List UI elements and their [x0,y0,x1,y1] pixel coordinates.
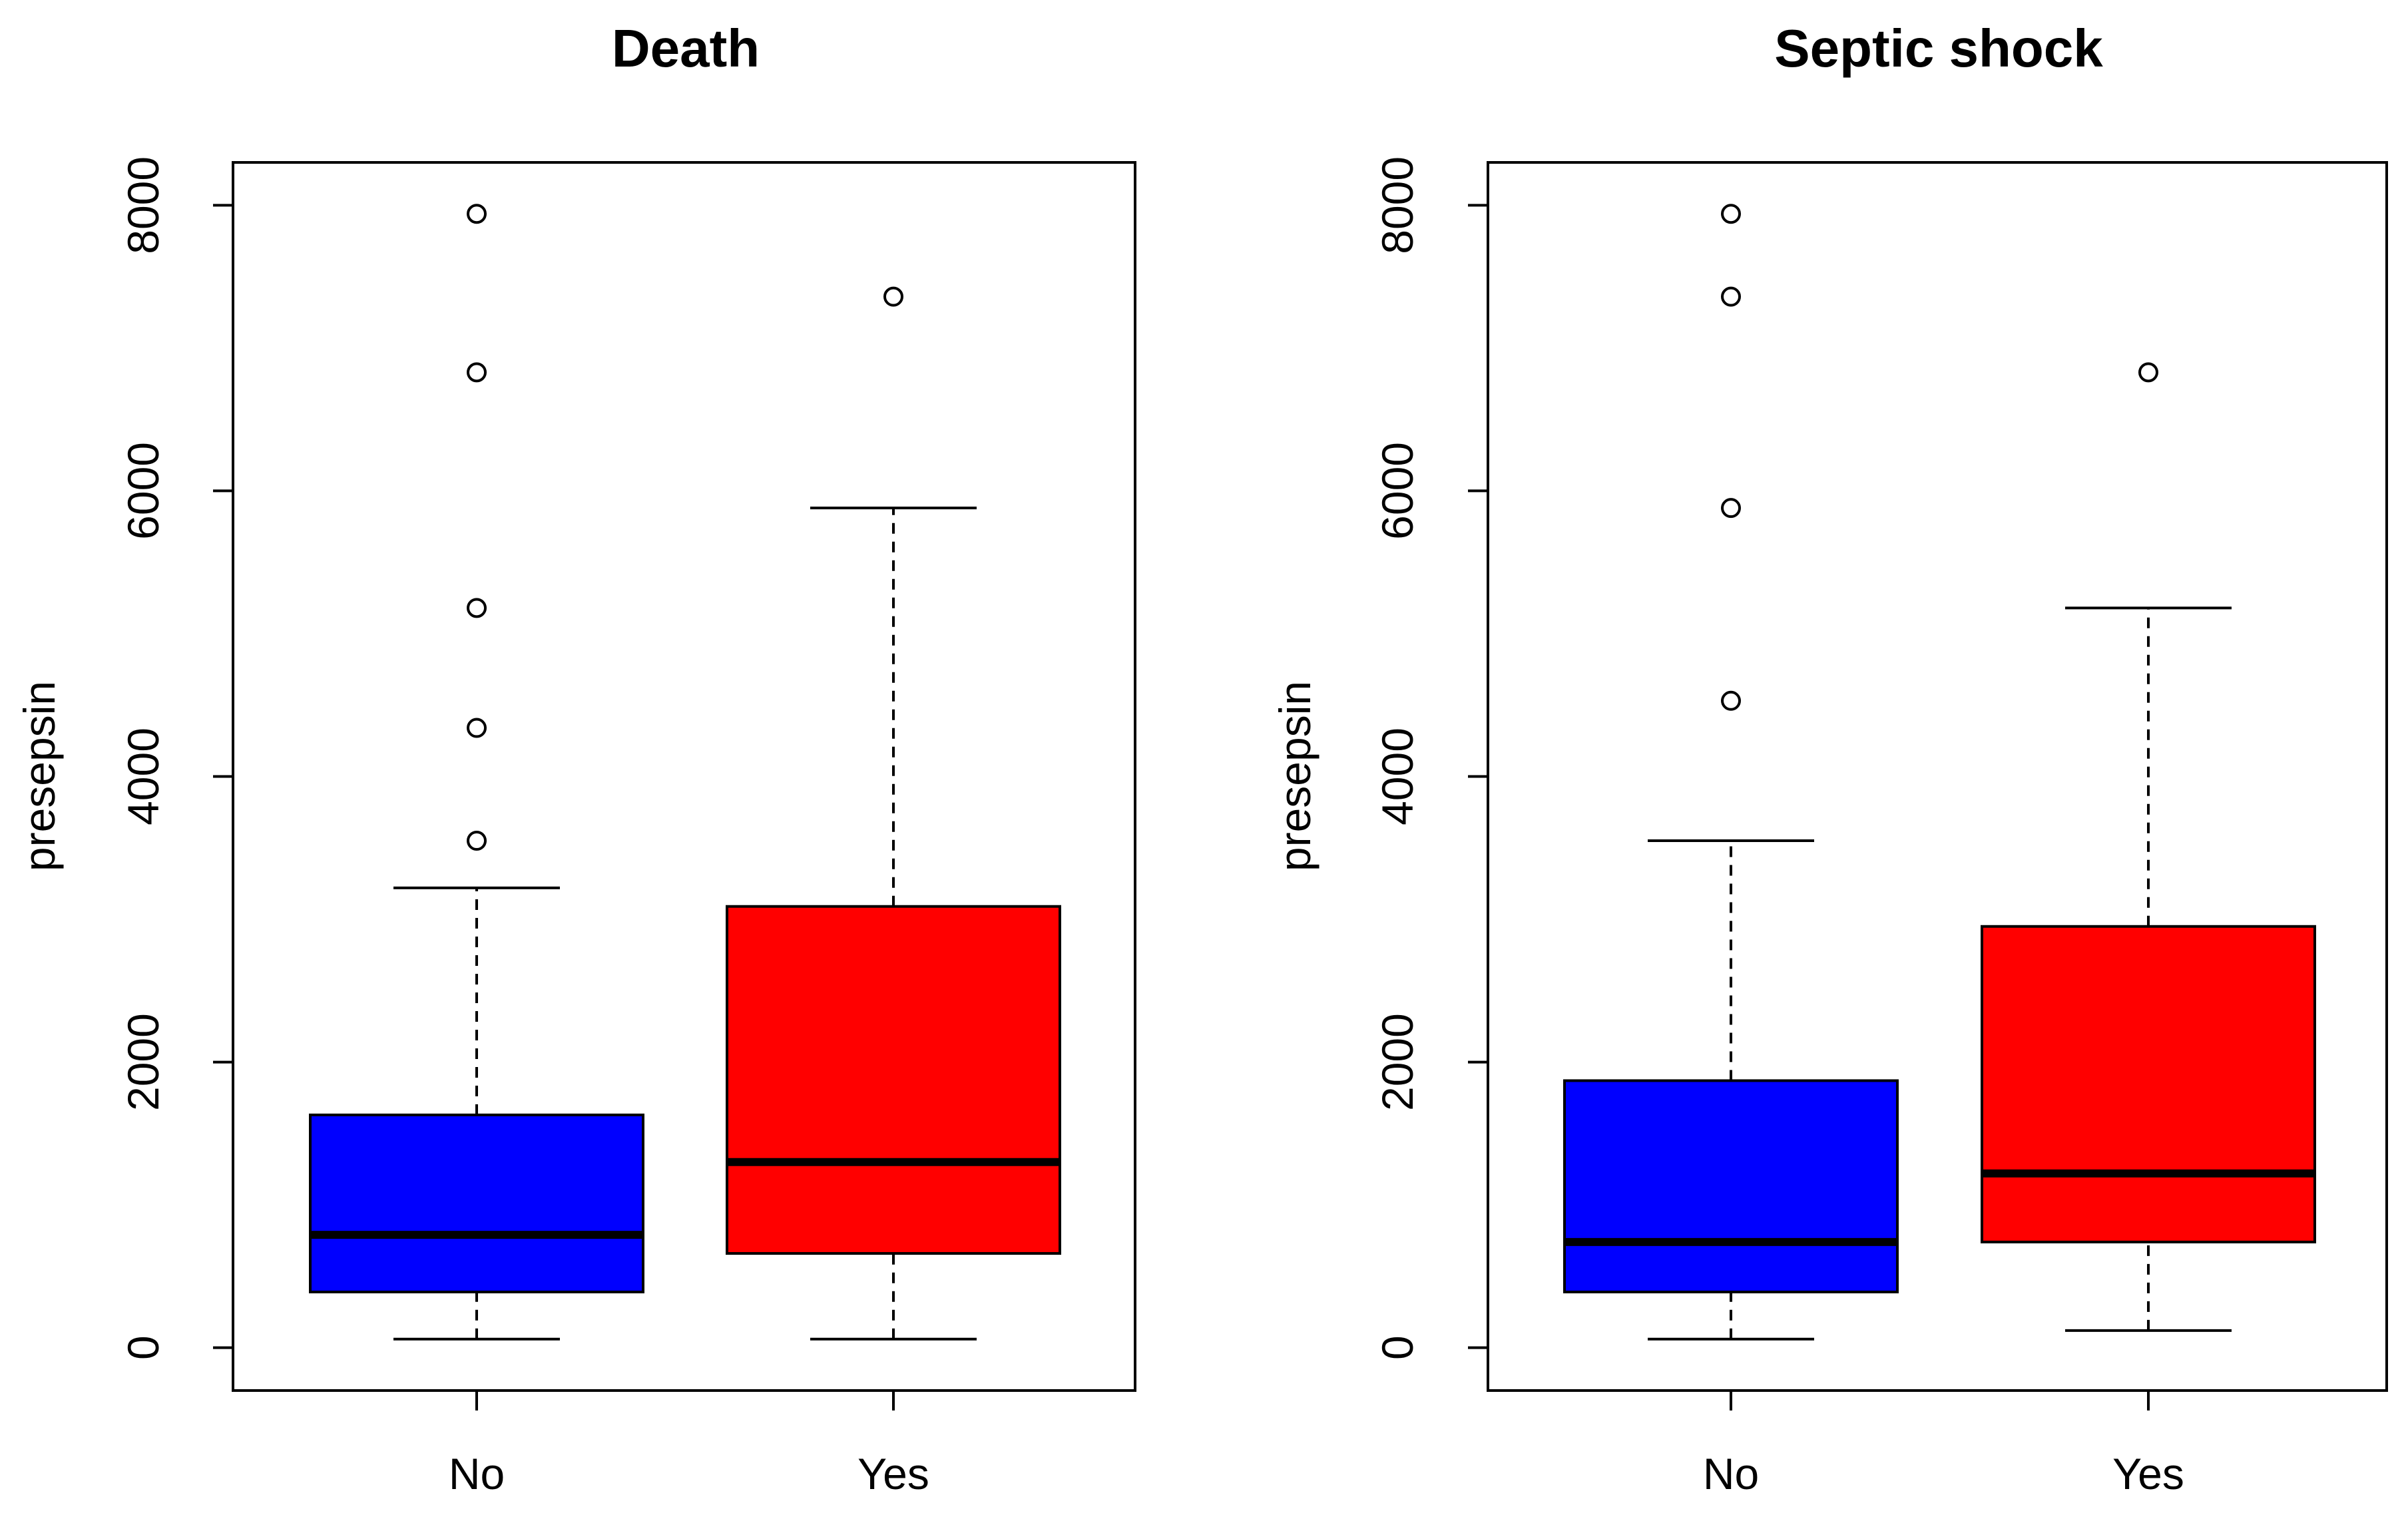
septic-shock-no-outlier-point [1721,204,1741,224]
septic-shock-yes-outlier-point [2138,362,2158,383]
septic-shock-panel-title: Septic shock [1774,19,2103,78]
septic-shock-y-axis-label: presepsin [1270,681,1320,871]
death-y-tick-label: 8000 [119,156,168,254]
death-no-outlier-point [467,718,487,738]
septic-shock-y-tick-label: 2000 [1373,1013,1422,1111]
death-plot-marks: 0 2000 4000 6000 8000 No Yes [119,156,1061,1498]
septic-shock-no-outlier-point [1721,498,1741,519]
death-x-tick-label: No [449,1449,505,1498]
septic-shock-y-tick-label: 6000 [1373,442,1422,540]
death-no-outlier-point [467,204,487,224]
septic-shock-yes-box [1981,925,2316,1243]
septic-shock-y-tick-label: 4000 [1373,728,1422,825]
septic-shock-plot-marks: 0 2000 4000 6000 8000 No Yes [1373,156,2316,1498]
death-y-tick-label: 6000 [119,442,168,540]
septic-shock-no-box [1563,1079,1899,1293]
septic-shock-x-tick-label: No [1703,1449,1759,1498]
death-y-axis-label: presepsin [15,681,64,871]
death-y-tick-label: 2000 [119,1013,168,1111]
septic-shock-no-outlier-point [1721,286,1741,307]
septic-shock-y-tick-label: 0 [1373,1335,1422,1360]
death-no-box [309,1113,644,1293]
death-no-outlier-point [467,831,487,851]
septic-shock-x-tick-label: Yes [2112,1449,2184,1498]
septic-shock-no-outlier-point [1721,690,1741,711]
death-x-tick-label: Yes [857,1449,929,1498]
death-no-outlier-point [467,598,487,618]
death-panel-title: Death [612,19,760,78]
death-no-outlier-point [467,362,487,383]
death-y-tick-label: 4000 [119,728,168,825]
death-panel: Death presepsin 0 2000 4000 6000 8000 No Yes [15,19,1136,1498]
septic-shock-y-tick-label: 8000 [1373,156,1422,254]
death-yes-outlier-point [883,286,903,307]
septic-shock-panel: Septic shock presepsin 0 2000 4000 6000 8000… [1270,19,2388,1498]
death-yes-box [726,905,1061,1255]
death-y-tick-label: 0 [119,1335,168,1360]
